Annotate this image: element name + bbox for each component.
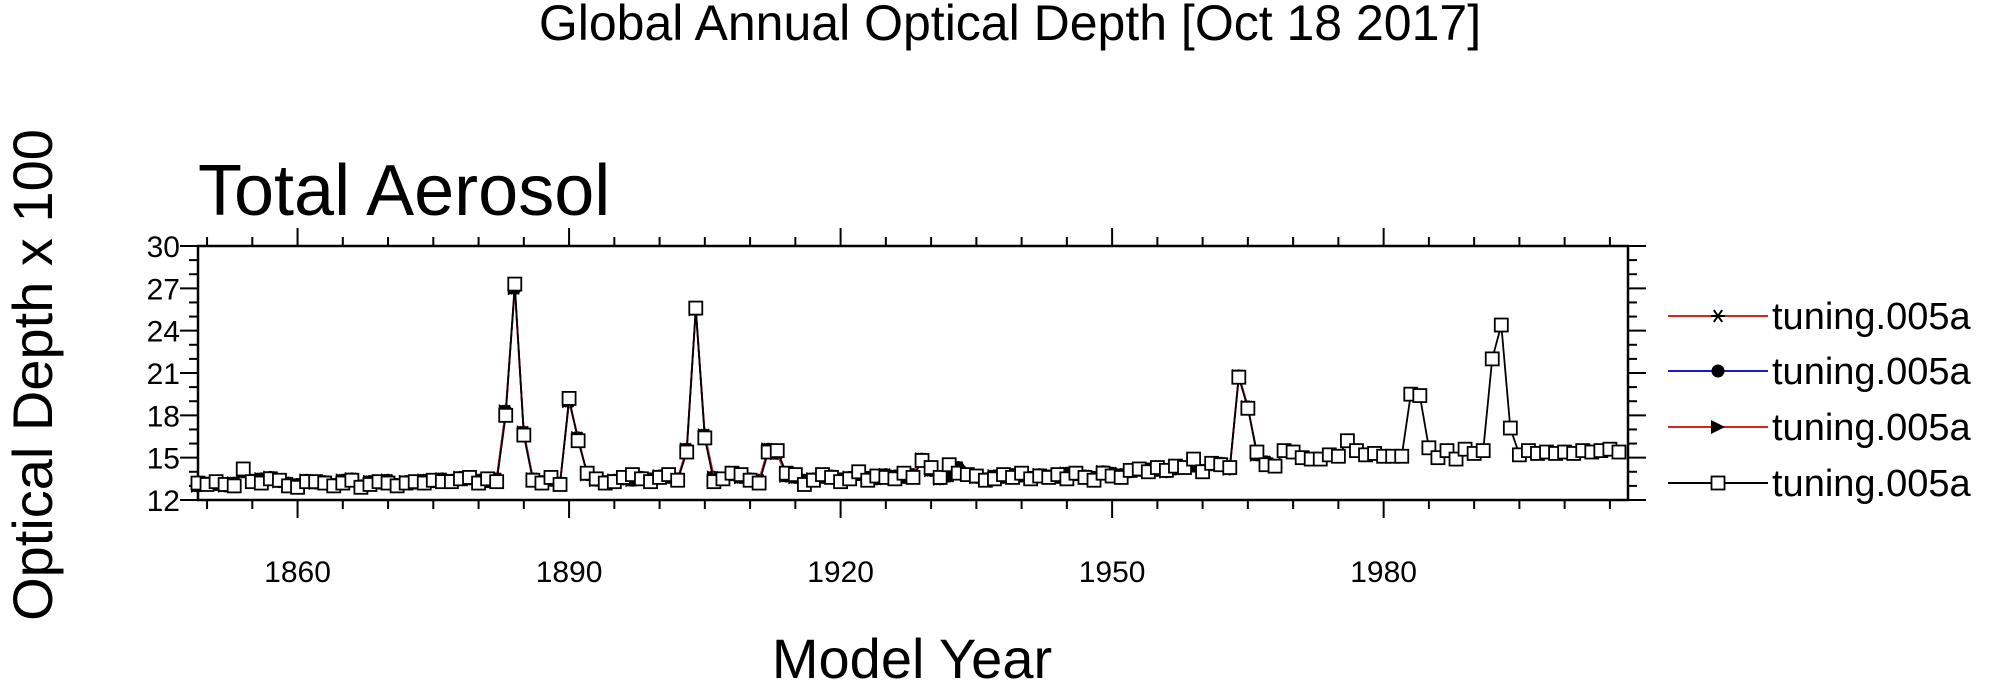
- data-point: [751, 475, 767, 491]
- series-line: [197, 288, 1267, 487]
- data-point: [905, 470, 921, 485]
- x-tick-label: 1860: [264, 556, 331, 589]
- data-point: [570, 433, 586, 449]
- x-tick-label: 1890: [536, 556, 603, 589]
- series-3: [191, 281, 1273, 493]
- data-point: [932, 470, 948, 485]
- legend-label: tuning.005a: [1772, 351, 1971, 393]
- data-point: [1240, 400, 1256, 416]
- chart-subtitle: Total Aerosol: [198, 151, 610, 231]
- data-point: [1267, 458, 1283, 474]
- legend: tuning.005a tuning.005a tuning.005a tuning.…: [1668, 296, 1971, 505]
- data-point: [489, 474, 505, 490]
- data-point: [226, 478, 242, 494]
- legend-item: tuning.005a: [1668, 463, 1971, 505]
- legend-label: tuning.005a: [1772, 296, 1971, 338]
- plot-area: 1860 1890 1920 1950 1980 12 15 18 21 24 27 30: [147, 228, 1646, 589]
- data-point: [1394, 448, 1410, 464]
- data-point: [697, 430, 713, 446]
- legend-item: tuning.005a: [1668, 351, 1971, 393]
- x-tick-label: 1980: [1350, 556, 1417, 589]
- legend-marker: [1711, 420, 1725, 434]
- legend-marker: [1710, 475, 1726, 491]
- data-point: [1502, 420, 1518, 436]
- chart-title: Global Annual Optical Depth [Oct 18 2017…: [539, 0, 1481, 51]
- data-point: [507, 276, 523, 292]
- data-point: [1412, 388, 1428, 403]
- data-point: [1493, 317, 1509, 333]
- legend-item: tuning.005a: [1668, 296, 1971, 338]
- legend-marker: [1711, 364, 1725, 378]
- y-tick-label: 30: [147, 231, 180, 264]
- y-tick-label: 15: [147, 443, 180, 476]
- series-2: [191, 281, 1273, 493]
- x-axis-label: Model Year: [772, 627, 1052, 682]
- data-point: [679, 444, 695, 460]
- data-point: [561, 390, 577, 406]
- y-tick-label: 24: [147, 316, 180, 349]
- data-point: [1475, 443, 1491, 459]
- series-line: [197, 288, 1267, 487]
- legend-label: tuning.005a: [1772, 407, 1971, 449]
- y-tick-label: 18: [147, 400, 180, 433]
- data-point: [1231, 369, 1247, 385]
- x-tick-label: 1920: [807, 556, 874, 589]
- data-point: [670, 472, 686, 488]
- data-point: [1222, 460, 1238, 475]
- data-point: [1611, 444, 1627, 460]
- data-point: [1249, 444, 1265, 460]
- legend-label: tuning.005a: [1772, 463, 1971, 505]
- data-point: [1186, 451, 1201, 467]
- y-tick-label: 27: [147, 273, 180, 306]
- series-4: [190, 276, 1627, 495]
- data-point: [688, 300, 704, 316]
- data-point: [498, 407, 514, 423]
- y-tick-label: 21: [147, 358, 180, 391]
- series-1: [191, 281, 1273, 493]
- data-point: [769, 443, 785, 459]
- series-line: [197, 288, 1267, 487]
- plot-frame: [196, 244, 1630, 502]
- data-point: [235, 461, 251, 477]
- data-point: [516, 427, 532, 443]
- legend-item: tuning.005a: [1668, 407, 1971, 449]
- y-axis-label: Optical Depth x 100: [1, 129, 64, 621]
- legend-marker: [1711, 309, 1725, 323]
- data-point: [1330, 448, 1346, 464]
- data-point: [552, 477, 568, 492]
- x-tick-label: 1950: [1079, 556, 1146, 589]
- data-point: [1484, 351, 1500, 367]
- y-tick-label: 12: [147, 485, 180, 518]
